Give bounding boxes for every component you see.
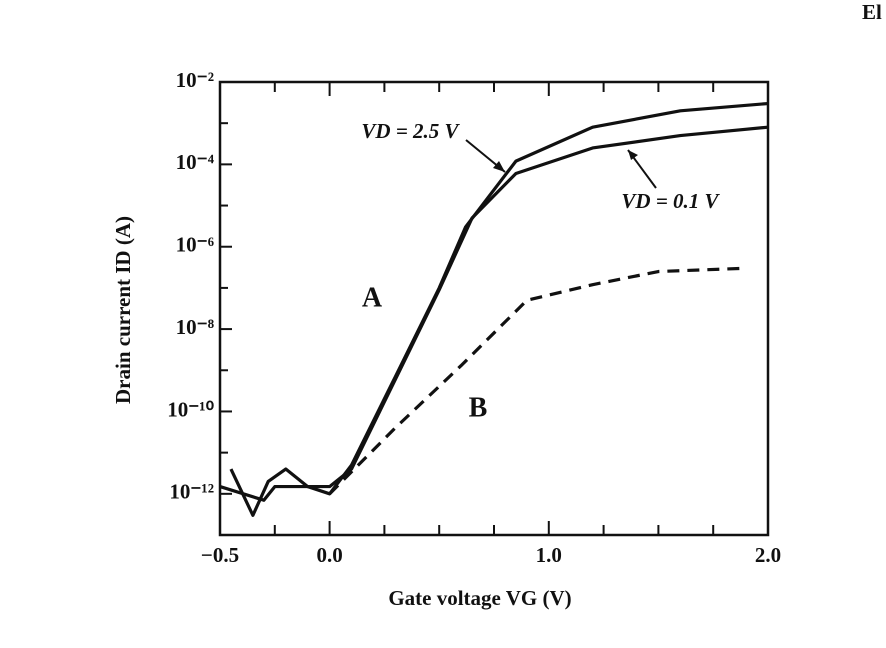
x-tick-label: 1.0	[536, 543, 562, 567]
y-tick-label: 10⁻⁴	[176, 150, 215, 174]
y-axis-label: Drain current ID (A)	[111, 216, 135, 404]
data-line	[328, 266, 747, 495]
arrow-head	[493, 161, 505, 172]
y-tick-label: 10⁻⁸	[176, 315, 214, 339]
series-label: B	[469, 392, 488, 423]
corner-text: El	[862, 0, 882, 24]
y-tick-label: 10⁻¹²	[169, 480, 214, 504]
x-tick-label: 2.0	[755, 543, 781, 567]
x-tick-label: 0.0	[316, 543, 342, 567]
arrow-head	[628, 150, 638, 160]
series-label: VD = 2.5 V	[361, 119, 460, 143]
y-tick-label: 10⁻²	[176, 68, 214, 92]
y-tick-label: 10⁻⁶	[176, 233, 214, 257]
y-tick-label: 10⁻¹⁰	[167, 397, 214, 421]
annotation: A	[362, 282, 383, 313]
x-axis-label: Gate voltage VG (V)	[388, 586, 571, 610]
series-label: VD = 0.1 V	[621, 189, 720, 213]
x-tick-label: −0.5	[201, 543, 239, 567]
data-line	[219, 125, 769, 502]
